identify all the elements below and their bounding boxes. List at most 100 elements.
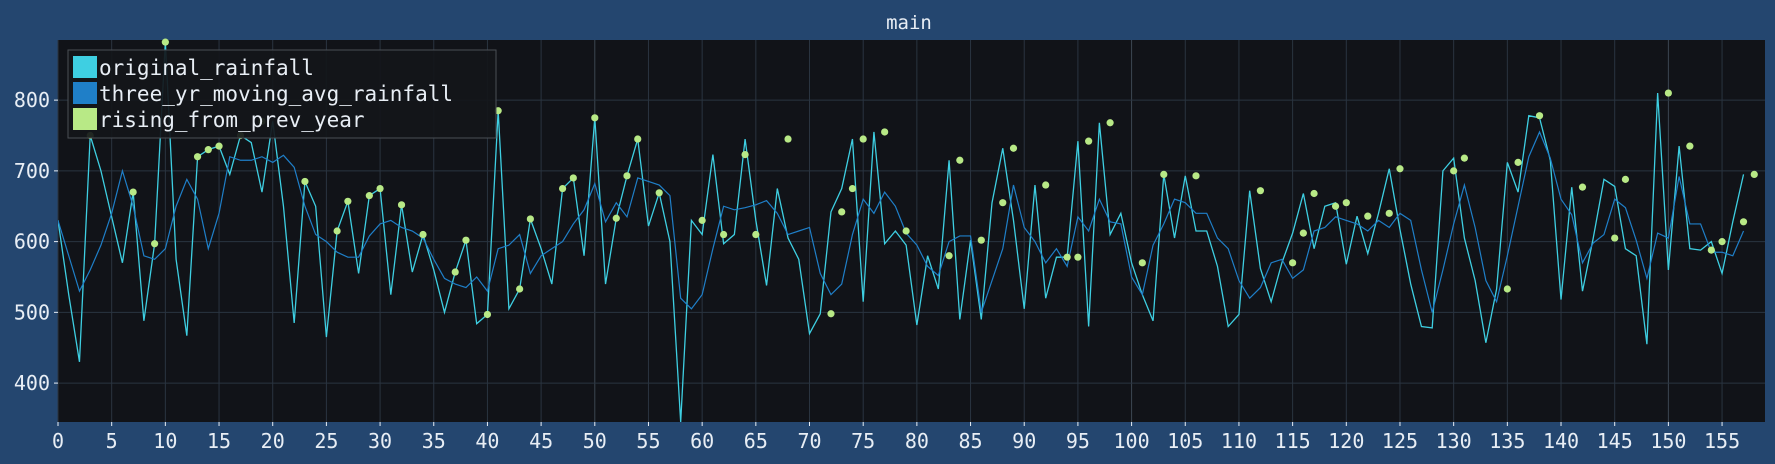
rising-point <box>1514 158 1522 166</box>
rising-point <box>784 135 792 143</box>
rising-point <box>1385 209 1393 217</box>
rising-point <box>1503 285 1511 293</box>
rising-point <box>516 285 524 293</box>
rising-point <box>569 174 577 182</box>
legend-swatch-moving-avg <box>73 82 97 104</box>
rising-point <box>623 172 631 180</box>
series-layer <box>58 38 1758 422</box>
y-tick-label: 400 <box>14 371 50 395</box>
x-tick-label: 45 <box>529 429 553 453</box>
x-tick-label: 70 <box>797 429 821 453</box>
rising-point <box>1310 189 1318 198</box>
y-tick-label: 500 <box>14 300 50 324</box>
x-tick-label: 40 <box>475 429 499 453</box>
x-tick-label: 25 <box>314 429 338 453</box>
series-line-original-rainfall <box>58 42 1745 422</box>
rising-point <box>859 135 867 143</box>
x-tick-label: 105 <box>1167 429 1203 453</box>
rising-point <box>634 135 642 143</box>
rising-point <box>655 189 663 197</box>
rising-point <box>1085 137 1093 145</box>
x-tick-label: 140 <box>1543 429 1579 453</box>
rising-point <box>902 227 910 235</box>
rising-point <box>526 215 534 223</box>
rising-point <box>1611 234 1619 242</box>
series-line-moving-avg <box>58 130 1745 313</box>
rising-point <box>612 214 620 222</box>
chart-title: main <box>886 12 932 34</box>
rising-point <box>1009 144 1018 152</box>
y-tick-label: 800 <box>14 88 50 112</box>
rising-point <box>1331 202 1340 210</box>
rising-point <box>848 184 857 193</box>
rising-point <box>344 197 352 205</box>
rising-point <box>752 230 760 239</box>
rising-point <box>1299 229 1307 237</box>
rising-point <box>204 146 212 154</box>
rising-point <box>1074 253 1082 261</box>
rising-point <box>301 177 309 186</box>
rising-point <box>956 156 964 164</box>
x-tick-label: 135 <box>1489 429 1525 453</box>
rising-point <box>365 192 373 200</box>
rising-point <box>483 310 492 319</box>
x-tick-label: 90 <box>1012 429 1036 453</box>
rising-point <box>881 128 889 136</box>
y-axis-ticks: 400 500 600 700 800 <box>14 88 58 395</box>
rising-point <box>1289 259 1297 267</box>
rising-point <box>827 310 835 318</box>
rising-point <box>945 252 953 260</box>
x-tick-label: 0 <box>52 429 64 453</box>
x-tick-label: 55 <box>636 429 660 453</box>
rising-point <box>741 151 749 159</box>
rising-point <box>215 142 223 150</box>
rising-point <box>161 38 169 46</box>
rising-point <box>1138 259 1146 267</box>
legend-label-moving-avg: three_yr_moving_avg_rainfall <box>99 82 453 106</box>
legend-label-rising: rising_from_prev_year <box>99 108 365 132</box>
rising-point <box>462 236 470 244</box>
rising-point <box>1192 172 1200 180</box>
legend: original_rainfall three_yr_moving_avg_ra… <box>67 49 497 139</box>
rising-point <box>333 227 341 235</box>
rising-point <box>1396 165 1404 173</box>
x-tick-label: 50 <box>583 429 607 453</box>
x-tick-label: 120 <box>1328 429 1364 453</box>
x-tick-label: 150 <box>1650 429 1686 453</box>
rising-point <box>591 114 599 122</box>
rising-point <box>397 201 406 209</box>
rising-point <box>1718 238 1726 246</box>
rising-point <box>1160 170 1168 179</box>
x-tick-label: 95 <box>1066 429 1090 453</box>
x-tick-label: 155 <box>1704 429 1740 453</box>
rising-point <box>1364 212 1372 220</box>
x-tick-label: 10 <box>153 429 177 453</box>
rising-point <box>1460 154 1468 162</box>
rising-point <box>1535 112 1544 120</box>
rising-point <box>376 184 384 193</box>
x-axis-ticks: 0 5 10 15 20 25 30 35 40 45 50 55 60 65 70 75 80 85 90 95 10… <box>52 422 1740 453</box>
x-tick-label: 35 <box>422 429 446 453</box>
legend-box <box>67 49 497 139</box>
rising-point <box>1707 246 1715 254</box>
rising-point <box>1063 253 1071 261</box>
rising-point <box>1750 170 1758 179</box>
x-tick-label: 115 <box>1275 429 1311 453</box>
x-tick-label: 15 <box>207 429 231 453</box>
x-tick-label: 125 <box>1382 429 1418 453</box>
x-tick-label: 5 <box>106 429 118 453</box>
rising-point <box>129 188 137 196</box>
rising-point <box>1342 199 1350 207</box>
rising-point <box>451 268 459 276</box>
x-tick-label: 100 <box>1114 429 1150 453</box>
rising-point <box>698 216 706 224</box>
rising-point <box>1042 181 1050 189</box>
rising-point <box>720 230 728 239</box>
x-tick-label: 80 <box>905 429 929 453</box>
x-tick-label: 145 <box>1597 429 1633 453</box>
x-tick-label: 130 <box>1436 429 1472 453</box>
x-tick-label: 20 <box>261 429 285 453</box>
rising-point <box>1450 167 1458 175</box>
rising-point <box>1664 89 1672 97</box>
